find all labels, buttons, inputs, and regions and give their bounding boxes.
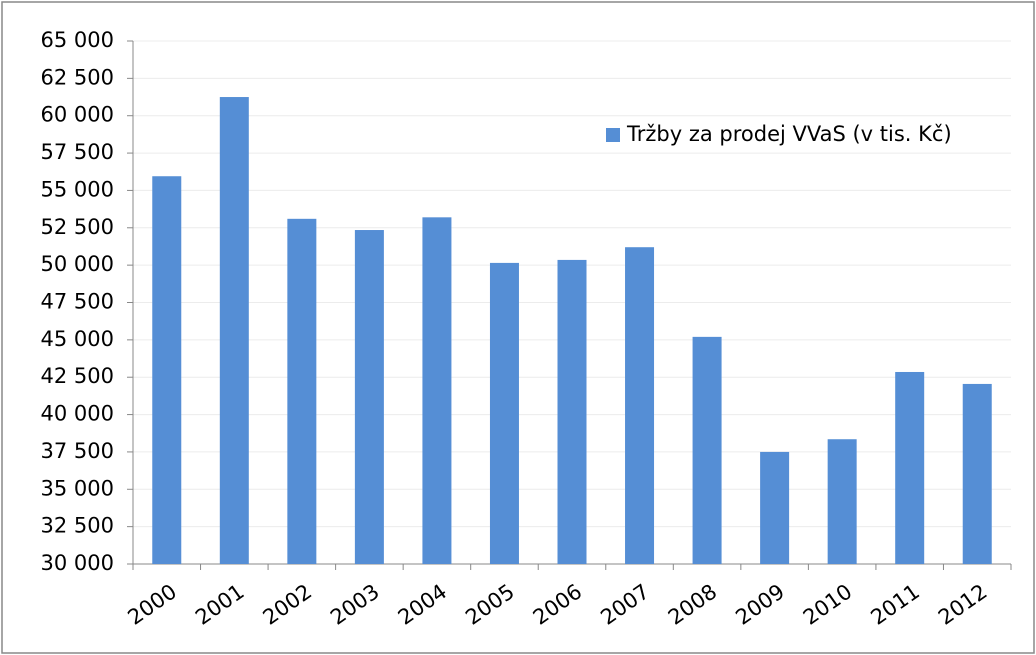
bar (827, 439, 857, 564)
y-tick-label: 57 500 (41, 140, 114, 164)
y-tick-label: 32 500 (41, 514, 114, 538)
bar (219, 97, 249, 565)
bar (895, 371, 925, 564)
y-tick-label: 40 000 (41, 402, 114, 426)
y-tick-label: 65 000 (41, 28, 114, 52)
y-tick-label: 45 000 (41, 327, 114, 351)
bar (557, 259, 587, 564)
y-tick-label: 62 500 (41, 65, 114, 89)
y-tick-label: 55 000 (41, 177, 114, 201)
y-tick-label: 30 000 (41, 551, 114, 575)
y-tick-label: 60 000 (41, 103, 114, 127)
legend-swatch (606, 128, 620, 142)
legend-label: Tržby za prodej VVaS (v tis. Kč) (626, 122, 952, 146)
bar (152, 176, 182, 565)
bar (422, 217, 452, 564)
bar (962, 383, 992, 564)
bar (354, 230, 384, 564)
bar (287, 218, 317, 564)
y-tick-label: 52 500 (41, 215, 114, 239)
y-tick-label: 37 500 (41, 439, 114, 463)
bar (489, 262, 519, 564)
bar (625, 247, 655, 564)
bar (692, 336, 722, 564)
y-tick-label: 50 000 (41, 252, 114, 276)
y-tick-label: 42 500 (41, 364, 114, 388)
y-tick-label: 47 500 (41, 290, 114, 314)
bar (760, 451, 790, 564)
y-tick-label: 35 000 (41, 476, 114, 500)
